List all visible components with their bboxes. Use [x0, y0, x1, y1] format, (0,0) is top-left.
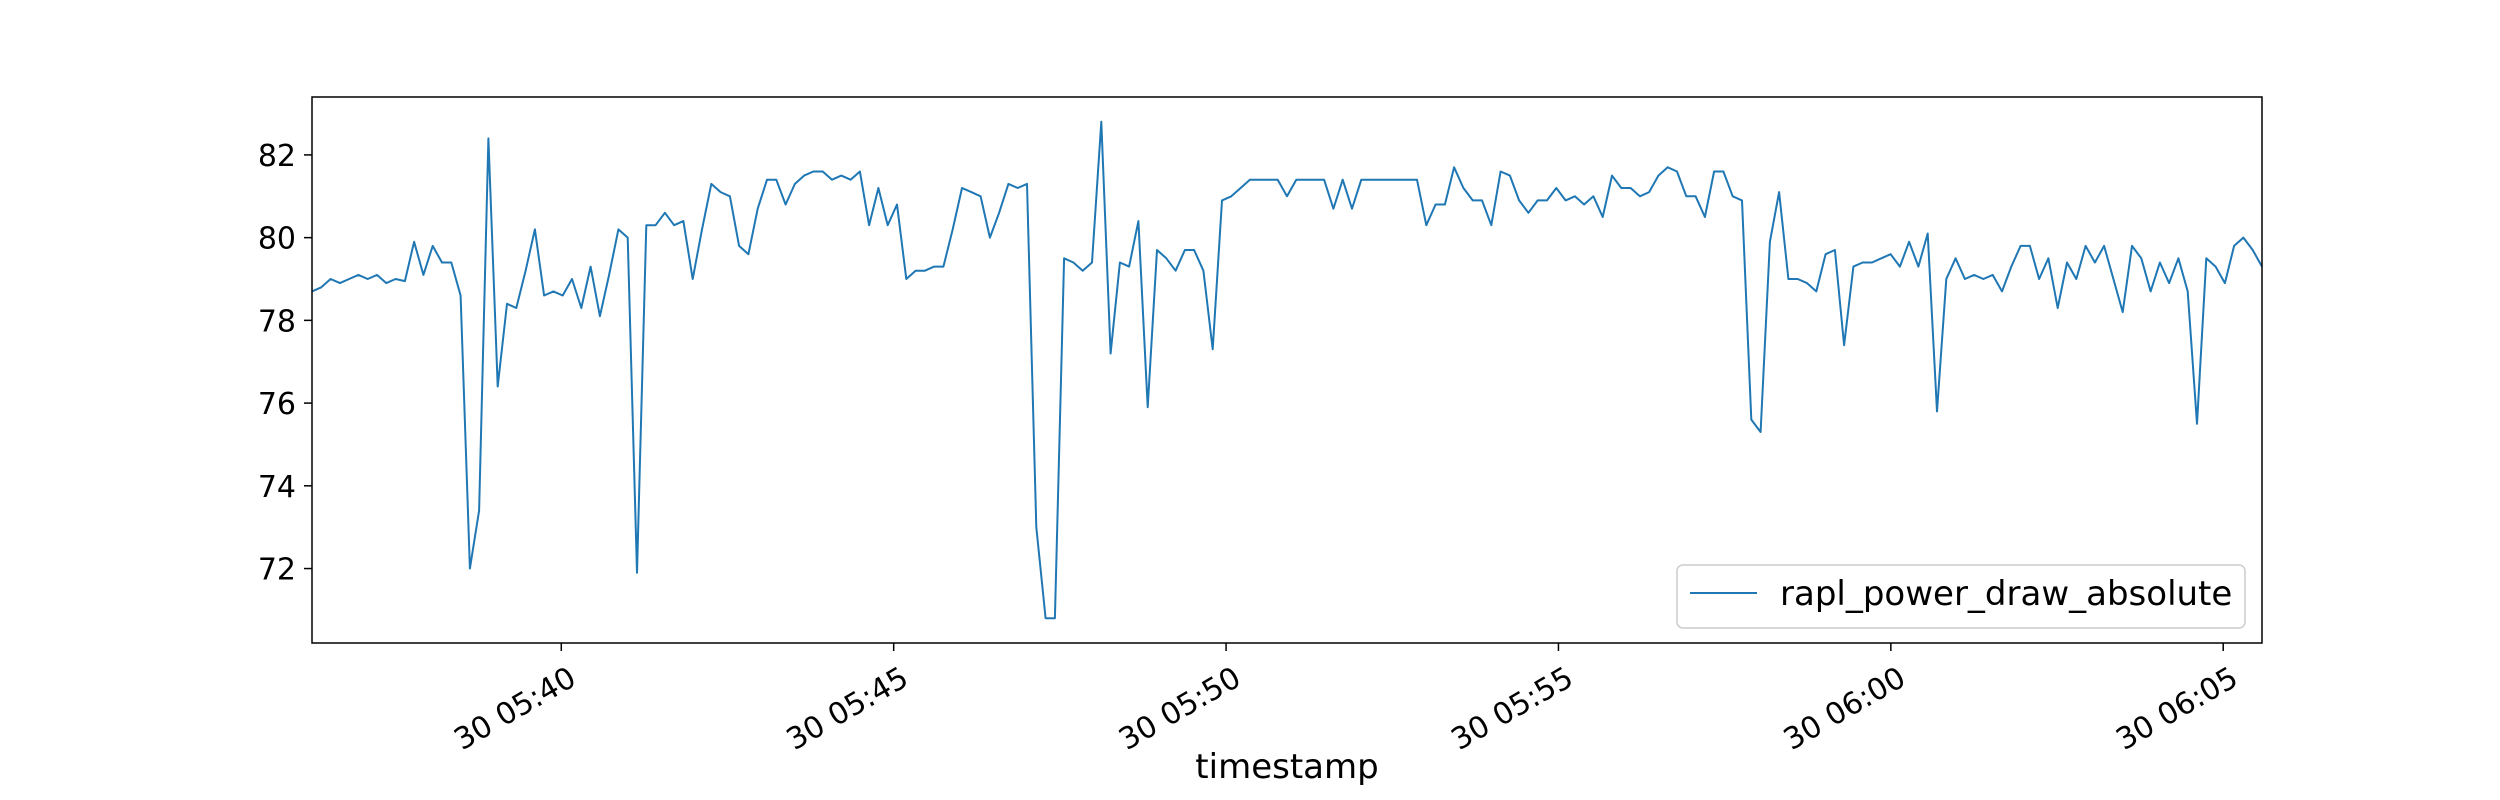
- y-tick-label: 74: [258, 470, 296, 505]
- plot-area-frame: [311, 96, 2263, 644]
- y-tick-label: 78: [258, 304, 296, 339]
- y-tick-label: 80: [258, 222, 296, 257]
- legend: rapl_power_draw_absolute: [1676, 564, 2246, 629]
- y-tick-label: 76: [258, 387, 296, 422]
- y-tick-label: 72: [258, 553, 296, 588]
- legend-label: rapl_power_draw_absolute: [1780, 574, 2232, 614]
- x-axis-title: timestamp: [1195, 747, 1378, 787]
- y-tick-label: 82: [258, 139, 296, 174]
- series-layer: [311, 120, 2263, 620]
- series-line-0: [311, 120, 2263, 620]
- legend-box: [1676, 564, 2246, 629]
- y-axis: 72 74 76 78 80 82: [258, 139, 312, 588]
